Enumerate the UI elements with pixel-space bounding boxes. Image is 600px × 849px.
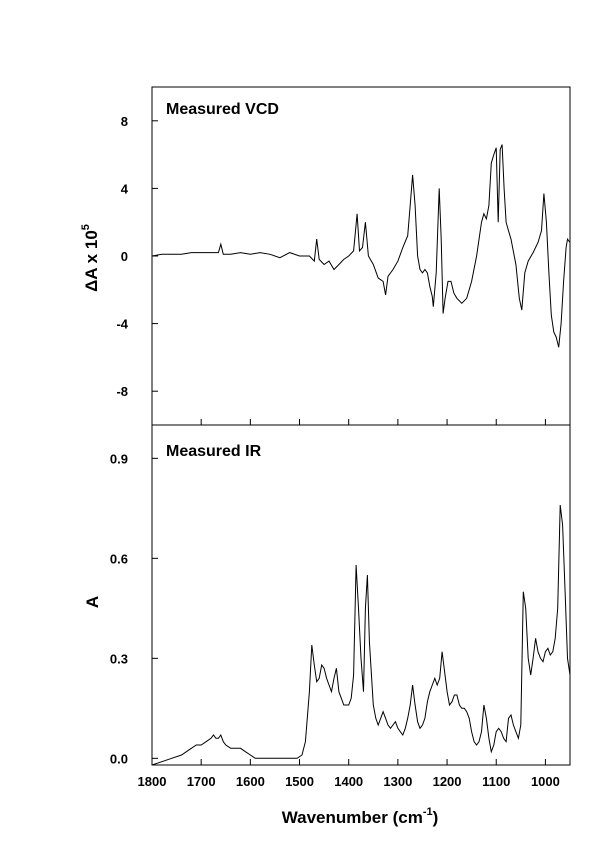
vcd-y-axis-title-exponent: 5 [80,224,92,230]
ir-y-tick-label: 0.0 [110,751,128,766]
x-axis-title-base: Wavenumber (cm [282,808,423,827]
ir-y-ticks: 0.9 0.6 0.3 0.0 [110,451,158,766]
vcd-y-axis-title-base: ΔA x 10 [82,230,101,292]
x-tick-label: 1600 [236,774,265,789]
x-tick-label: 1100 [482,774,510,789]
x-tick-label: 1000 [531,774,560,789]
x-axis-title-suffix: ) [433,808,439,827]
x-tick-label: 1700 [187,774,216,789]
vcd-y-tick-label: 0 [121,249,128,264]
vcd-panel: Measured VCD 8 4 0 -4 -8 ΔA x 105 [80,86,571,426]
x-tick-label: 1400 [334,774,363,789]
vcd-plot-frame [151,86,571,426]
x-tick-label: 1300 [383,774,412,789]
vcd-y-tick-label: 4 [121,181,129,196]
x-tick-label: 1500 [285,774,314,789]
ir-y-axis-title: A [83,596,102,608]
x-tick-label: 1800 [138,774,167,789]
vcd-y-axis-title: ΔA x 105 [80,224,101,292]
vcd-y-ticks: 8 4 0 -4 -8 [116,114,158,399]
vcd-y-tick-label: -8 [116,384,128,399]
ir-series-line [151,504,571,766]
x-axis-title: Wavenumber (cm-1) [282,806,439,827]
vcd-series-line [151,144,571,348]
vcd-y-tick-label: 8 [121,114,128,129]
ir-y-tick-label: 0.3 [110,651,128,666]
vcd-panel-title: Measured VCD [166,101,279,118]
x-axis-title-exponent: -1 [423,806,433,818]
ir-plot-frame [151,424,571,766]
vcd-y-tick-label: -4 [116,317,128,332]
ir-y-tick-label: 0.9 [110,451,128,466]
x-ticks: 1800 1700 1600 1500 1400 1300 1200 1100 1000 [138,419,560,789]
ir-y-tick-label: 0.6 [110,551,128,566]
ir-panel-title: Measured IR [166,443,262,460]
ir-panel: Measured IR 0.9 0.6 0.3 0.0 1800 1700 1600 150… [83,419,571,827]
x-tick-label: 1200 [433,774,462,789]
